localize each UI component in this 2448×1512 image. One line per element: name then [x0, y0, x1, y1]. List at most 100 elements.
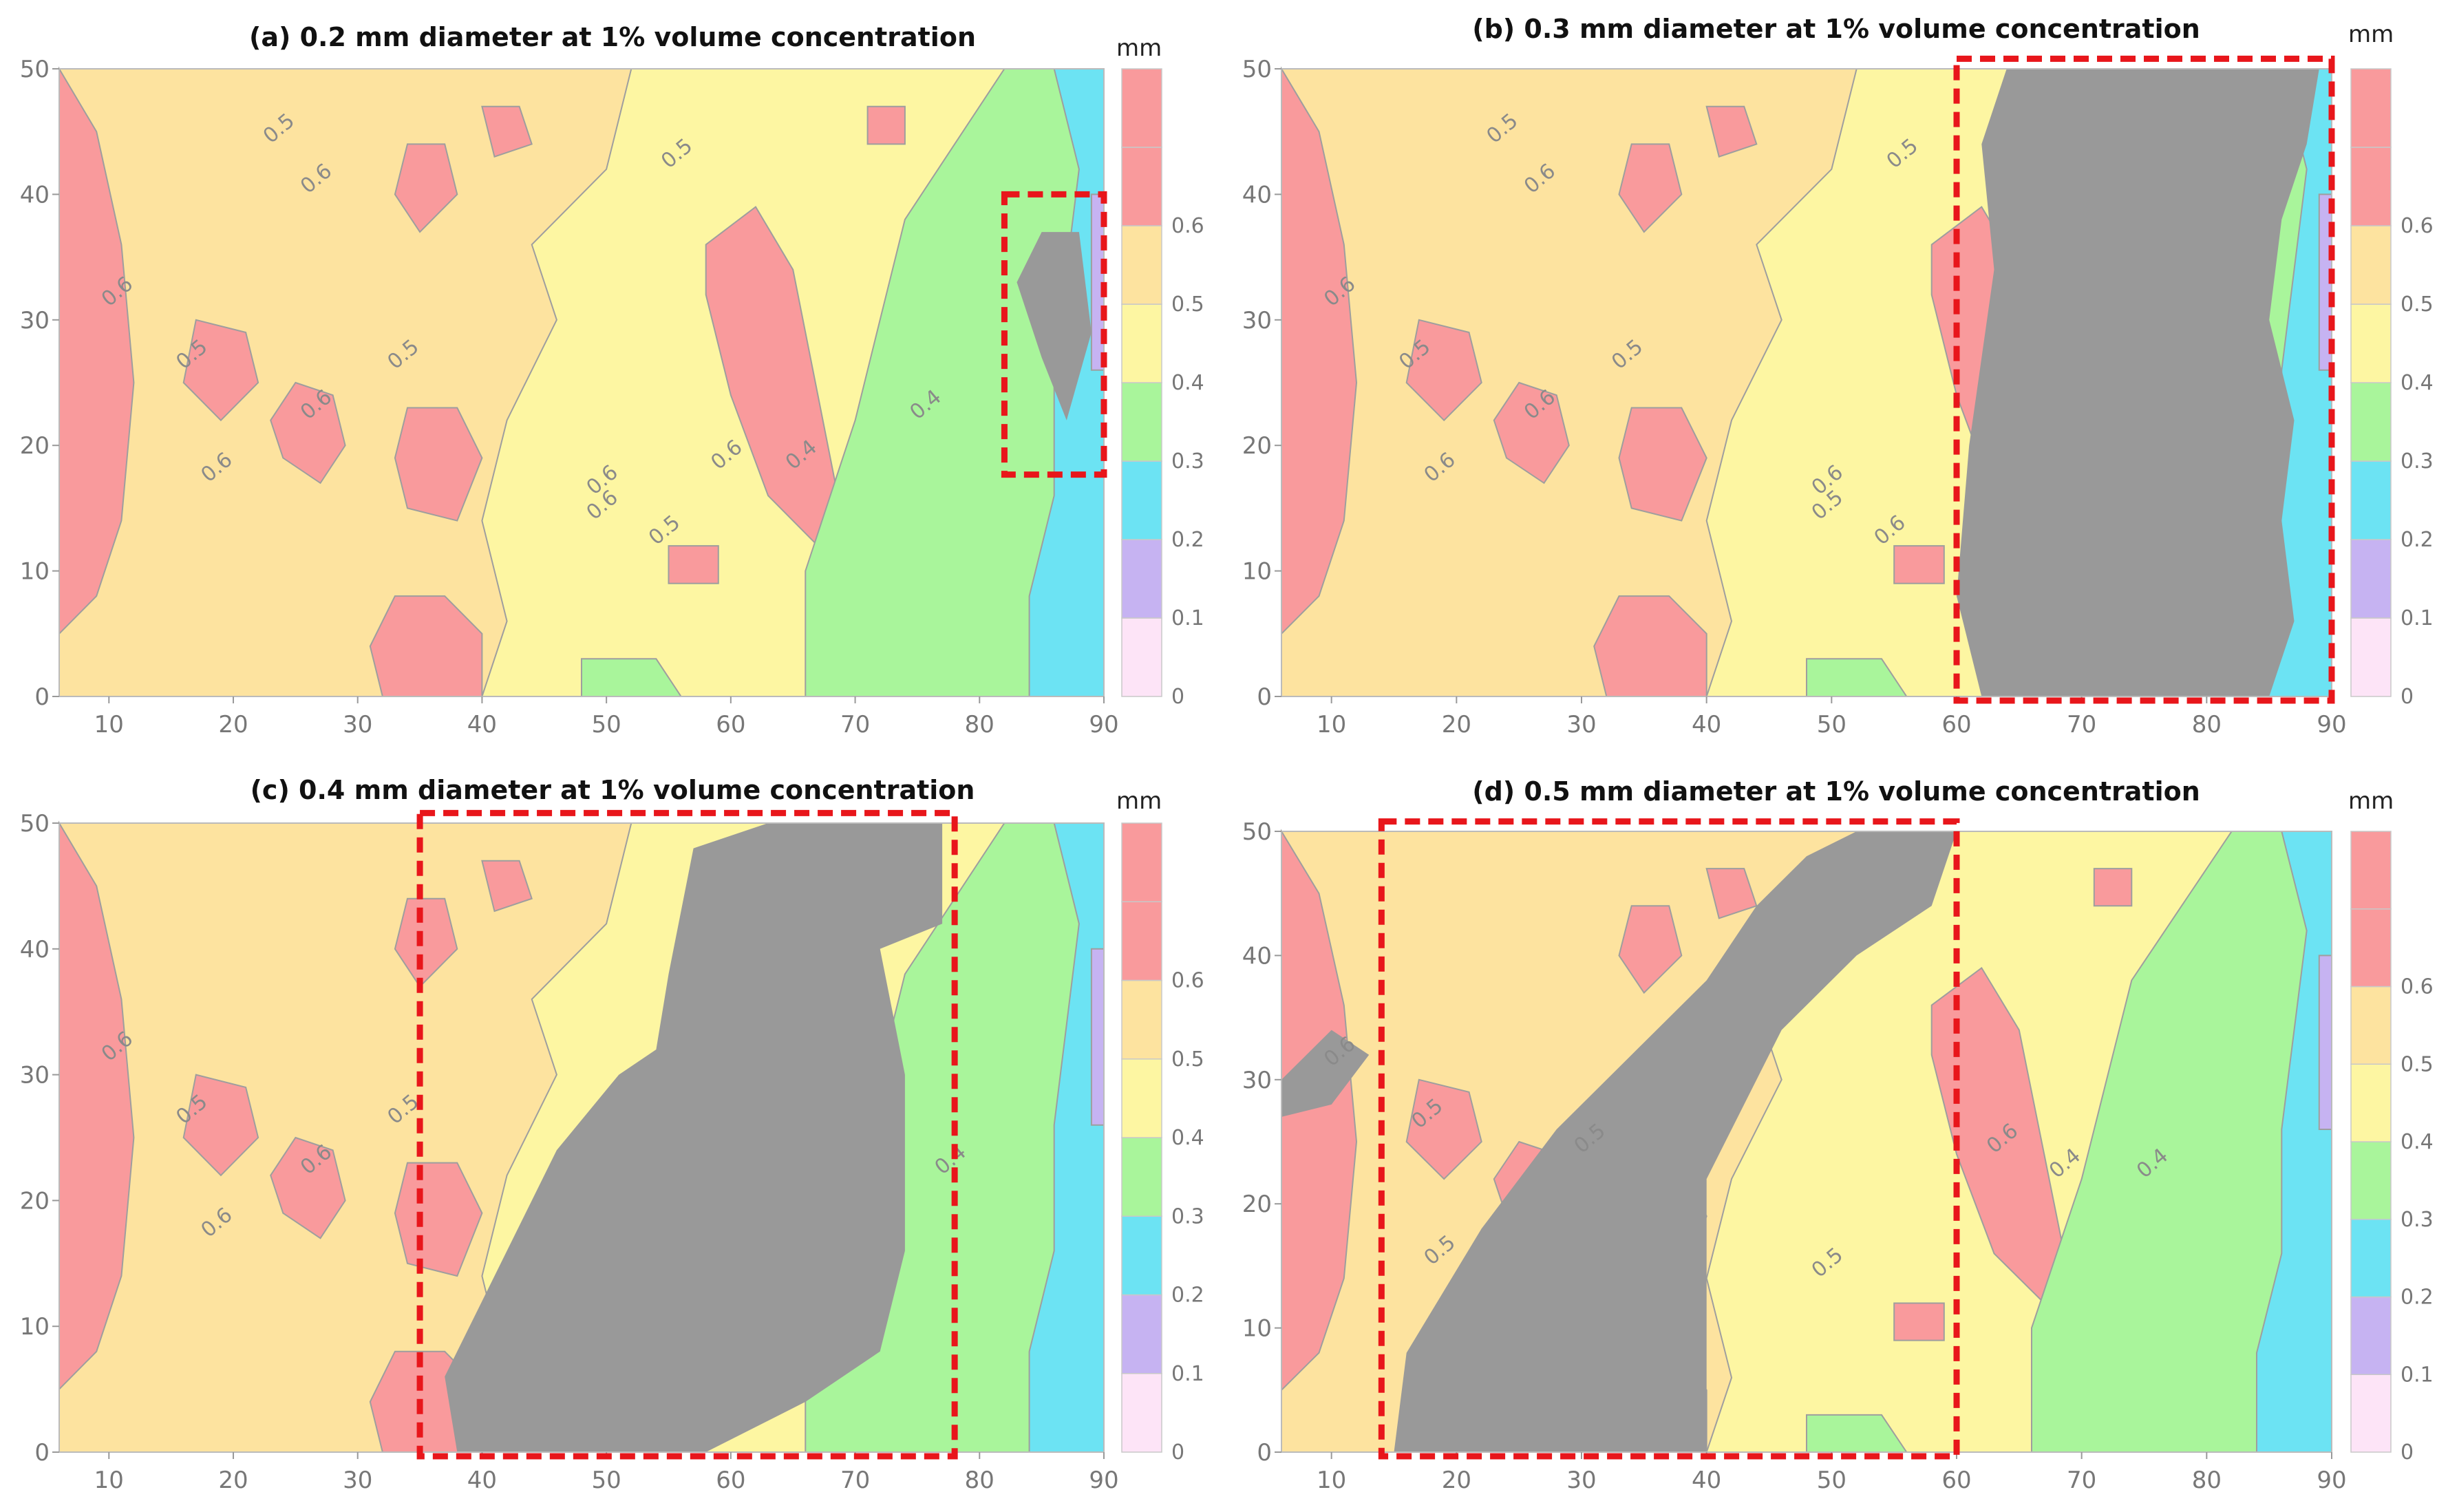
colorbar-band — [1121, 617, 1162, 697]
red-blob — [58, 820, 135, 1392]
x-tick-label: 30 — [343, 1467, 372, 1494]
y-tick-label: 40 — [20, 181, 50, 209]
colorbar-tick-label: 0.3 — [1171, 449, 1204, 473]
colorbar-unit: mm — [2348, 787, 2394, 815]
y-tick-label: 40 — [1242, 181, 1272, 209]
x-tick-label: 80 — [965, 1467, 994, 1494]
colorbar-tick-label: 0.6 — [1171, 214, 1204, 238]
panel-title: (a) 0.2 mm diameter at 1% volume concent… — [249, 22, 976, 52]
x-tick-label: 30 — [343, 711, 372, 738]
y-tick-label: 10 — [20, 1313, 50, 1341]
colorbar-band — [2350, 539, 2392, 619]
colorbar-band — [1121, 225, 1162, 305]
red-blob — [1705, 105, 1758, 158]
x-tick-label: 80 — [2192, 711, 2222, 738]
red-blob — [481, 105, 533, 158]
y-tick-label: 50 — [20, 810, 50, 838]
colorbar-tick-label: 0.3 — [2401, 1208, 2434, 1232]
gray-region — [445, 823, 943, 1452]
colorbar-band — [2350, 1219, 2392, 1298]
gray-region — [1017, 232, 1092, 420]
x-tick-label: 60 — [1941, 1467, 1971, 1494]
purple-strip — [2318, 955, 2332, 1130]
x-tick-label: 80 — [2192, 1467, 2222, 1494]
highlight-box — [1953, 55, 2335, 704]
gray-region — [1281, 1030, 1370, 1117]
colorbar-tick-label: 0 — [1171, 1440, 1184, 1465]
panel-title: (b) 0.3 mm diameter at 1% volume concent… — [1472, 14, 2200, 44]
colorbar-tick-label: 0.5 — [1171, 1047, 1204, 1072]
x-tick-label: 70 — [840, 711, 870, 738]
colorbar-band — [2350, 382, 2392, 462]
red-blob — [394, 143, 458, 233]
y-tick-label: 50 — [1242, 56, 1272, 83]
x-tick-label: 40 — [467, 1467, 497, 1494]
x-tick-label: 70 — [2067, 711, 2096, 738]
x-tick-label: 90 — [1089, 711, 1118, 738]
gray-region — [1394, 831, 1957, 1452]
y-tick-label: 20 — [20, 1187, 50, 1215]
colorbar-tick-label: 0 — [2401, 685, 2414, 709]
colorbar-tick-label: 0.1 — [2401, 1363, 2434, 1387]
colorbar-unit: mm — [2348, 21, 2394, 48]
y-tick-label: 0 — [34, 683, 50, 711]
colorbar-tick-label: 0.5 — [2401, 1052, 2434, 1076]
y-tick-label: 50 — [1242, 818, 1272, 846]
colorbar-band — [1121, 822, 1162, 902]
red-blob — [394, 1162, 483, 1277]
colorbar-band — [2350, 460, 2392, 540]
x-tick-label: 50 — [592, 711, 621, 738]
colorbar-band — [2350, 68, 2392, 148]
colorbar-band — [2350, 1374, 2392, 1453]
x-tick-label: 50 — [1817, 1467, 1846, 1494]
x-tick-label: 20 — [1442, 1467, 1471, 1494]
colorbar-band — [1121, 539, 1162, 619]
colorbar-unit: mm — [1116, 787, 1162, 815]
x-tick-label: 60 — [716, 711, 745, 738]
y-tick-label: 0 — [34, 1439, 50, 1467]
red-blob — [270, 1136, 346, 1239]
red-blob — [1893, 1302, 1945, 1341]
x-tick-label: 60 — [716, 1467, 745, 1494]
highlight-box — [1378, 818, 1960, 1460]
y-tick-label: 10 — [20, 558, 50, 586]
x-tick-label: 50 — [592, 1467, 621, 1494]
y-tick-label: 20 — [20, 432, 50, 460]
x-tick-label: 30 — [1566, 1467, 1596, 1494]
colorbar-band — [1121, 68, 1162, 148]
x-tick-label: 10 — [94, 711, 124, 738]
y-tick-label: 30 — [20, 1062, 50, 1089]
colorbar-band — [1121, 1294, 1162, 1374]
colorbar-band — [1121, 979, 1162, 1060]
red-blob — [1281, 66, 1358, 636]
red-blob — [1893, 545, 1945, 584]
red-blob — [182, 319, 259, 422]
red-blob — [394, 897, 458, 988]
colorbar-tick-label: 0.1 — [1171, 1362, 1204, 1386]
panel-b: (b) 0.3 mm diameter at 1% volume concent… — [1224, 0, 2447, 756]
panel-title: (c) 0.4 mm diameter at 1% volume concent… — [250, 775, 975, 805]
red-blob — [1618, 407, 1707, 522]
x-tick-label: 30 — [1566, 711, 1596, 738]
y-tick-label: 10 — [1242, 1315, 1272, 1343]
colorbar-band — [1121, 460, 1162, 540]
colorbar-tick-label: 0.2 — [1171, 528, 1204, 552]
red-blob — [1618, 143, 1683, 233]
y-tick-label: 30 — [20, 307, 50, 334]
chart-a-svg: 0.60.50.50.60.50.60.60.50.60.60.50.6 0.40… — [20, 56, 1204, 738]
colorbar-tick-label: 0 — [1171, 685, 1184, 709]
panel-a: (a) 0.2 mm diameter at 1% volume concent… — [0, 0, 1224, 756]
colorbar-band — [1121, 1215, 1162, 1296]
colorbar-band — [2350, 908, 2392, 988]
colorbar-tick-label: 0.1 — [2401, 606, 2434, 630]
y-tick-label: 30 — [1242, 307, 1272, 334]
x-tick-label: 70 — [840, 1467, 870, 1494]
y-tick-label: 10 — [1242, 558, 1272, 586]
x-tick-label: 10 — [1317, 1467, 1346, 1494]
x-tick-label: 40 — [1692, 711, 1721, 738]
colorbar-band — [2350, 225, 2392, 305]
colorbar-band — [1121, 901, 1162, 981]
colorbar-band — [2350, 1063, 2392, 1142]
y-tick-label: 0 — [1257, 1439, 1272, 1467]
colorbar-tick-label: 0.2 — [2401, 1286, 2434, 1310]
